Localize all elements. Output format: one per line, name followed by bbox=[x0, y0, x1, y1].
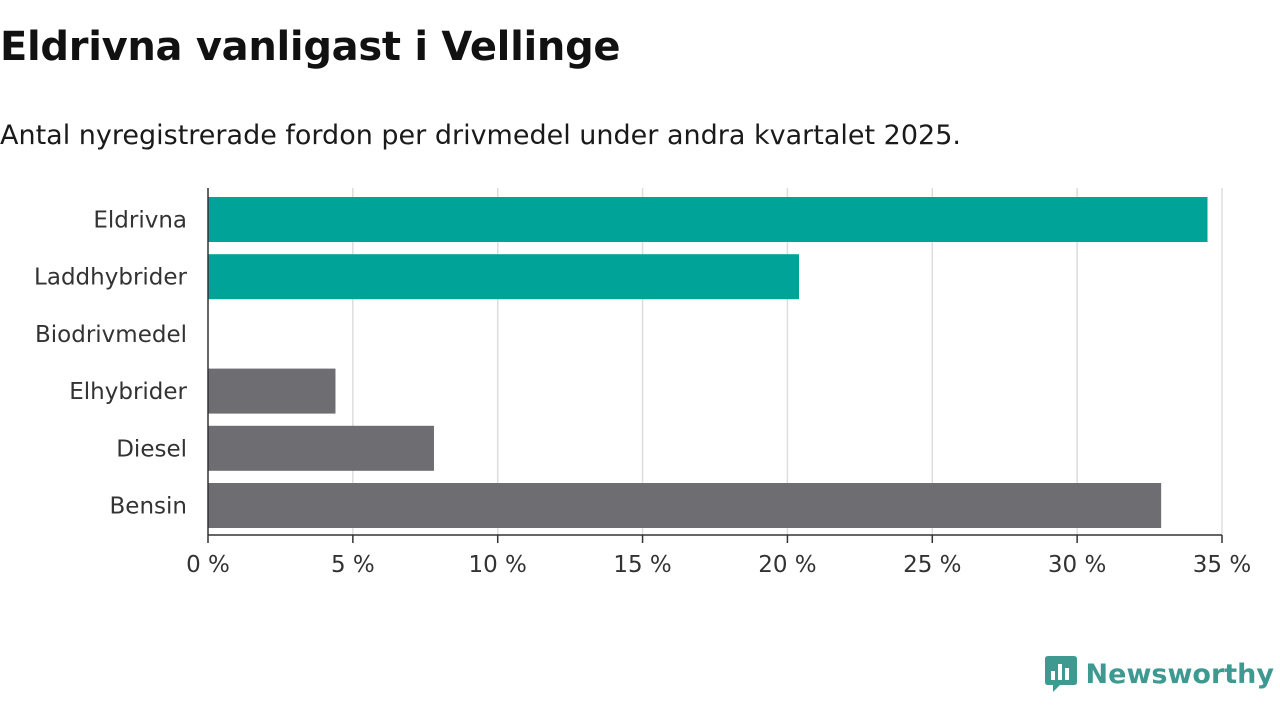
bar bbox=[208, 425, 434, 471]
chart-subtitle: Antal nyregistrerade fordon per drivmede… bbox=[0, 120, 961, 151]
category-labels: Eldrivna Laddhybrider Biodrivmedel Elhybrid… bbox=[34, 208, 187, 520]
category-label: Diesel bbox=[116, 436, 187, 462]
x-tick-label: 15 % bbox=[613, 552, 671, 578]
bar bbox=[208, 197, 1208, 242]
category-label: Eldrivna bbox=[93, 208, 187, 234]
bars bbox=[208, 197, 1208, 528]
grid-lines bbox=[352, 188, 1223, 535]
chart-title: Eldrivna vanligast i Vellinge bbox=[0, 24, 621, 70]
x-tick-label: 35 % bbox=[1193, 552, 1251, 578]
branding: Newsworthy bbox=[1044, 654, 1274, 694]
x-tick-label: 25 % bbox=[903, 552, 961, 578]
category-label: Biodrivmedel bbox=[35, 322, 187, 348]
category-label: Bensin bbox=[110, 494, 187, 520]
bar bbox=[208, 483, 1162, 528]
bar bbox=[208, 254, 800, 300]
category-label: Elhybrider bbox=[69, 379, 187, 405]
newsworthy-logo-icon bbox=[1044, 656, 1077, 692]
x-axis: 0 % 5 % 10 % 15 % 20 % 25 % 30 % 35 % bbox=[186, 188, 1251, 578]
bar bbox=[208, 368, 336, 414]
category-label: Laddhybrider bbox=[34, 265, 187, 291]
x-tick-label: 5 % bbox=[331, 552, 375, 578]
x-tick-label: 10 % bbox=[468, 552, 526, 578]
x-tick-label: 20 % bbox=[758, 552, 816, 578]
brand-name: Newsworthy bbox=[1085, 658, 1274, 690]
x-tick-label: 30 % bbox=[1048, 552, 1106, 578]
x-tick-label: 0 % bbox=[186, 552, 230, 578]
